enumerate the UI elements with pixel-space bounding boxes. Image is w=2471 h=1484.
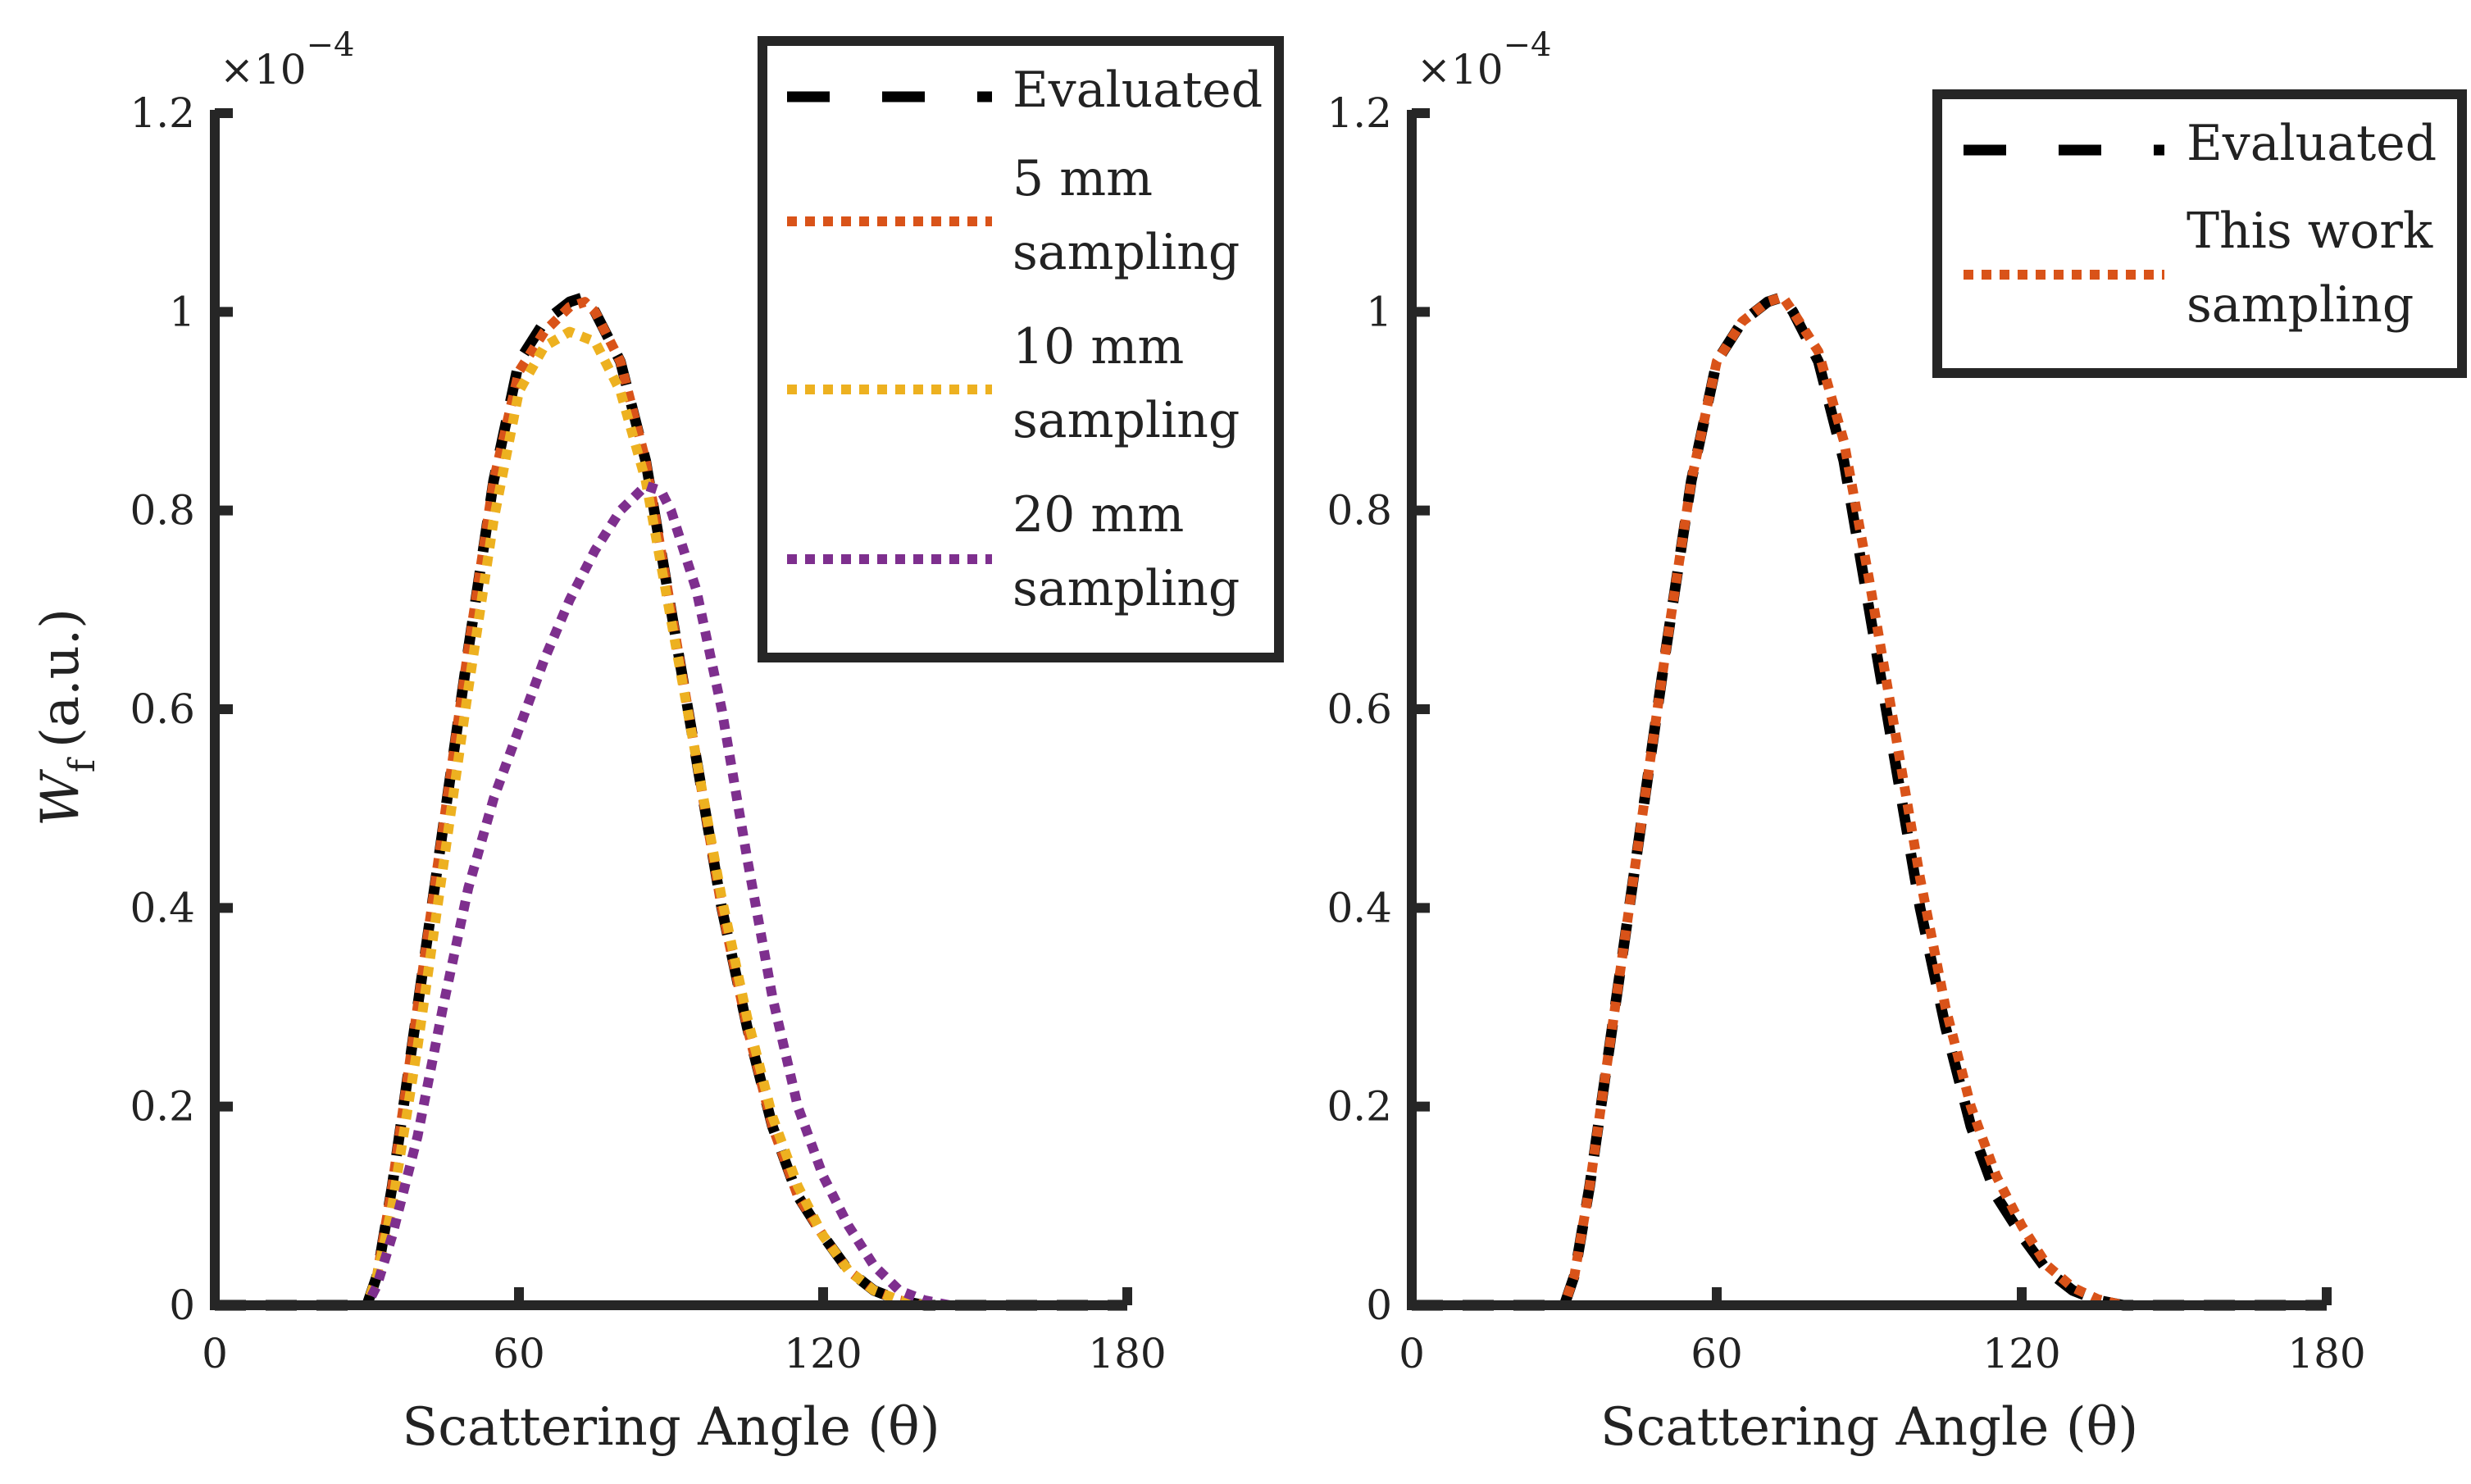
legend: Evaluated 5 mm sampling 10 mm sampling 20 mm… bbox=[758, 36, 1284, 662]
x-tick-label: 120 bbox=[1982, 1330, 2060, 1377]
x-tick-label: 60 bbox=[493, 1330, 545, 1377]
chart-panel-right: 0 0.2 0.4 0.6 0.8 1 1.2 0 60 120 180 ×10−4 Scatterin… bbox=[1327, 26, 2467, 1458]
legend-box bbox=[1932, 89, 2467, 378]
y-tick-label: 0 bbox=[1366, 1281, 1392, 1329]
chart-panel-left: 0 0.2 0.4 0.6 0.8 1 1.2 0 60 120 180 ×10−4 Scatterin… bbox=[30, 26, 1284, 1458]
y-exponent-label: ×10−4 bbox=[220, 26, 355, 93]
x-tick-label: 180 bbox=[2287, 1330, 2365, 1377]
x-axis-title: Scattering Angle (θ) bbox=[402, 1397, 940, 1458]
series-line-20-mm-sampling bbox=[215, 480, 1127, 1310]
x-tick-label: 0 bbox=[1399, 1330, 1425, 1377]
y-tick-label: 1 bbox=[169, 288, 195, 335]
y-tick-label: 0.2 bbox=[1327, 1083, 1392, 1131]
y-tick-label: 0.4 bbox=[1327, 884, 1392, 931]
y-tick-label: 1.2 bbox=[130, 89, 195, 137]
legend-label: sampling bbox=[1013, 560, 1240, 617]
x-tick-label: 120 bbox=[784, 1330, 862, 1377]
legend: Evaluated This work sampling bbox=[1932, 89, 2467, 378]
legend-label: Evaluated bbox=[2187, 115, 2437, 172]
y-tick-label: 0.8 bbox=[130, 487, 195, 535]
y-tick-label: 0.8 bbox=[1327, 487, 1392, 535]
y-tick-label: 1 bbox=[1366, 288, 1392, 335]
y-tick-label: 0.6 bbox=[1327, 685, 1392, 733]
y-axis-title: Wf(a.u.) bbox=[30, 608, 103, 826]
x-axis-title: Scattering Angle (θ) bbox=[1600, 1397, 2138, 1458]
legend-label: sampling bbox=[1013, 392, 1240, 449]
legend-label: sampling bbox=[2187, 276, 2414, 334]
legend-label: sampling bbox=[1013, 224, 1240, 281]
series-line-this-work-sampling bbox=[1412, 292, 2327, 1310]
legend-label: Evaluated bbox=[1013, 61, 1263, 119]
y-tick-label: 0.4 bbox=[130, 884, 195, 931]
series-line-evaluated bbox=[1412, 291, 2327, 1311]
legend-label: This work bbox=[2187, 203, 2433, 260]
series-line-5-mm-sampling bbox=[215, 297, 1127, 1310]
legend-label: 20 mm bbox=[1013, 486, 1184, 544]
legend-label: 10 mm bbox=[1013, 318, 1184, 376]
x-tick-label: 0 bbox=[202, 1330, 228, 1377]
y-tick-label: 0.2 bbox=[130, 1083, 195, 1131]
x-tick-label: 180 bbox=[1088, 1330, 1166, 1377]
legend-label: 5 mm bbox=[1013, 150, 1153, 207]
y-exponent-label: ×10−4 bbox=[1417, 26, 1552, 93]
y-tick-label: 0 bbox=[169, 1281, 195, 1329]
y-tick-label: 0.6 bbox=[130, 685, 195, 733]
y-tick-label: 1.2 bbox=[1327, 89, 1392, 137]
x-tick-label: 60 bbox=[1691, 1330, 1743, 1377]
